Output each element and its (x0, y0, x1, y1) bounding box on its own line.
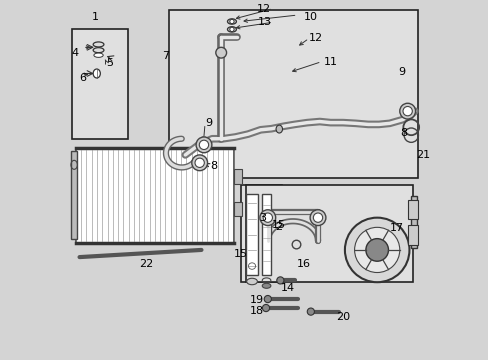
Circle shape (199, 140, 208, 149)
Text: 12: 12 (308, 33, 323, 43)
Bar (233, 170, 241, 184)
Circle shape (344, 218, 408, 282)
Ellipse shape (276, 125, 282, 133)
Circle shape (276, 277, 284, 284)
Circle shape (365, 239, 387, 261)
Text: 12: 12 (257, 4, 271, 14)
Ellipse shape (93, 42, 104, 47)
Circle shape (195, 158, 204, 167)
Text: 1: 1 (92, 12, 99, 22)
Circle shape (260, 210, 275, 226)
Text: 11: 11 (323, 57, 337, 67)
Circle shape (263, 213, 272, 222)
Circle shape (215, 47, 226, 58)
Circle shape (354, 227, 399, 273)
Circle shape (264, 296, 271, 303)
Circle shape (229, 19, 234, 24)
Text: 5: 5 (106, 58, 113, 68)
Text: 10: 10 (303, 12, 317, 22)
Ellipse shape (227, 19, 236, 24)
Text: 17: 17 (389, 224, 403, 233)
Text: 13: 13 (257, 17, 271, 27)
Circle shape (399, 103, 415, 119)
Text: 16: 16 (296, 259, 310, 269)
Text: 14: 14 (280, 283, 294, 293)
Circle shape (262, 305, 269, 312)
Bar (169, 10, 418, 178)
Circle shape (229, 27, 234, 32)
Bar (246, 185, 412, 282)
Bar (241, 185, 282, 282)
Ellipse shape (246, 278, 257, 285)
Text: 22: 22 (139, 259, 153, 269)
Circle shape (191, 155, 207, 171)
Text: 2: 2 (274, 222, 282, 231)
Text: 9: 9 (398, 67, 405, 77)
Bar (233, 202, 241, 216)
Circle shape (402, 107, 411, 116)
Text: 21: 21 (415, 150, 429, 160)
Text: 6: 6 (79, 73, 86, 83)
Ellipse shape (94, 53, 103, 57)
Ellipse shape (262, 283, 270, 288)
Text: 18: 18 (249, 306, 264, 316)
Circle shape (306, 308, 314, 315)
Text: 7: 7 (162, 51, 169, 61)
Ellipse shape (93, 48, 104, 53)
Circle shape (309, 210, 325, 226)
Bar (76, 148, 233, 243)
Text: 19: 19 (249, 295, 264, 305)
Text: 20: 20 (335, 312, 349, 322)
Text: 15: 15 (234, 248, 247, 258)
Text: 9: 9 (204, 118, 212, 128)
Text: 8: 8 (210, 161, 217, 171)
Bar (70, 151, 77, 239)
Text: 8: 8 (400, 129, 407, 138)
Text: 4: 4 (72, 48, 79, 58)
Bar (410, 196, 416, 248)
Text: 3: 3 (258, 213, 265, 222)
Circle shape (196, 137, 211, 153)
Ellipse shape (227, 27, 236, 32)
Bar (262, 194, 270, 275)
Ellipse shape (93, 69, 100, 78)
Bar (72, 30, 128, 139)
Circle shape (313, 213, 322, 222)
Bar (407, 225, 417, 244)
Bar (246, 194, 257, 275)
Text: 15: 15 (271, 220, 285, 230)
Bar (407, 200, 417, 220)
